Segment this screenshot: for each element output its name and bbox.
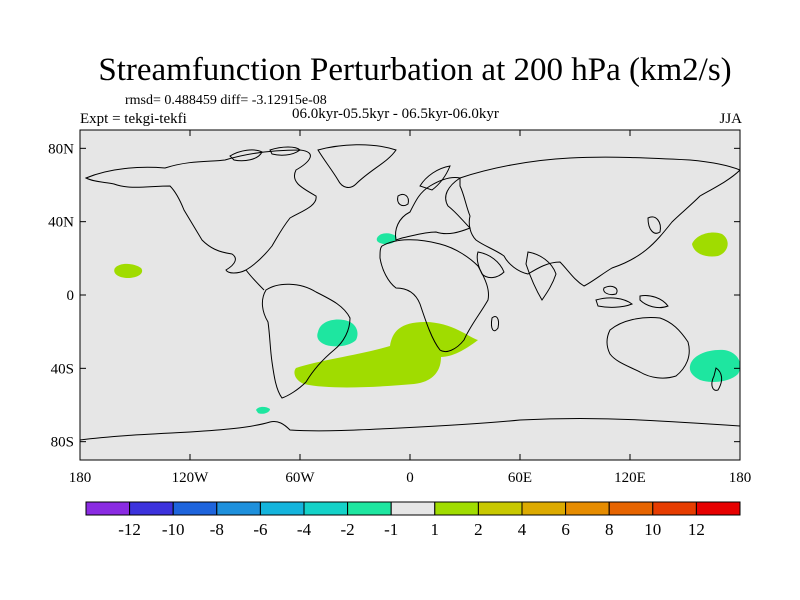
experiment-label: Expt = tekgi-tekfi [80, 111, 187, 127]
australia-east-negative [689, 349, 740, 382]
colorbar-label: 12 [688, 520, 705, 539]
lat-tick-label: 0 [67, 288, 75, 304]
colorbar-label: -10 [162, 520, 185, 539]
colorbar-label: -2 [341, 520, 355, 539]
colorbar-swatch [85, 501, 131, 516]
north-africa-negative [376, 233, 397, 245]
lon-tick-label: 0 [406, 470, 414, 486]
lon-tick-label: 120E [614, 470, 646, 486]
colorbar-swatch [129, 501, 174, 516]
colorbar-swatch [216, 501, 261, 516]
colorbar: -12 -10 -8 -6 -4 -2 -1 1 2 4 6 8 10 12 [85, 501, 741, 539]
north-pacific-west-positive [114, 263, 143, 278]
colorbar-label: -12 [118, 520, 141, 539]
map-background [80, 130, 740, 460]
colorbar-swatch [259, 501, 305, 516]
colorbar-label: 4 [518, 520, 527, 539]
lat-tick-label: 40N [48, 215, 74, 231]
colorbar-label: 6 [561, 520, 570, 539]
south-america-negative [317, 319, 358, 347]
plot-title: Streamfunction Perturbation at 200 hPa (… [98, 52, 732, 88]
lat-tick-label: 40S [51, 361, 74, 377]
colorbar-label: 8 [605, 520, 614, 539]
colorbar-label: -4 [297, 520, 312, 539]
colorbar-label: 10 [644, 520, 661, 539]
drake-passage-negative [256, 406, 270, 414]
lon-tick-label: 180 [729, 470, 752, 486]
coastlines [80, 144, 740, 441]
colorbar-label: 1 [431, 520, 440, 539]
colorbar-swatch [608, 501, 654, 516]
colorbar-swatch [303, 501, 349, 516]
colorbar-label: -8 [210, 520, 224, 539]
colorbar-swatch [434, 501, 479, 516]
tick-layer: 80N 40N 0 40S 80S 180 120W 60W 0 60E 120E 180 [48, 130, 751, 486]
period-label: 06.0kyr-05.5kyr - 06.5kyr-06.0kyr [292, 106, 499, 122]
season-label: JJA [719, 111, 742, 127]
colorbar-swatch [565, 501, 610, 516]
colorbar-label: 2 [474, 520, 483, 539]
colorbar-swatch [390, 501, 436, 516]
lat-tick-label: 80N [48, 141, 74, 157]
lon-tick-label: 60E [508, 470, 532, 486]
lon-tick-label: 120W [172, 470, 210, 486]
lon-tick-label: 60W [285, 470, 315, 486]
lon-tick-label: 180 [69, 470, 92, 486]
colorbar-label: -6 [253, 520, 267, 539]
colorbar-swatch [652, 501, 697, 516]
south-atlantic-positive [294, 322, 478, 388]
colorbar-label: -1 [384, 520, 398, 539]
colorbar-swatch [521, 501, 567, 516]
stats-text: rmsd= 0.488459 diff= -3.12915e-08 [125, 93, 327, 108]
colorbar-swatch [695, 501, 741, 516]
colorbar-swatch [172, 501, 218, 516]
colorbar-swatch [347, 501, 392, 516]
east-pacific-positive [692, 232, 728, 257]
lat-tick-label: 80S [51, 435, 74, 451]
colorbar-swatch [477, 501, 523, 516]
